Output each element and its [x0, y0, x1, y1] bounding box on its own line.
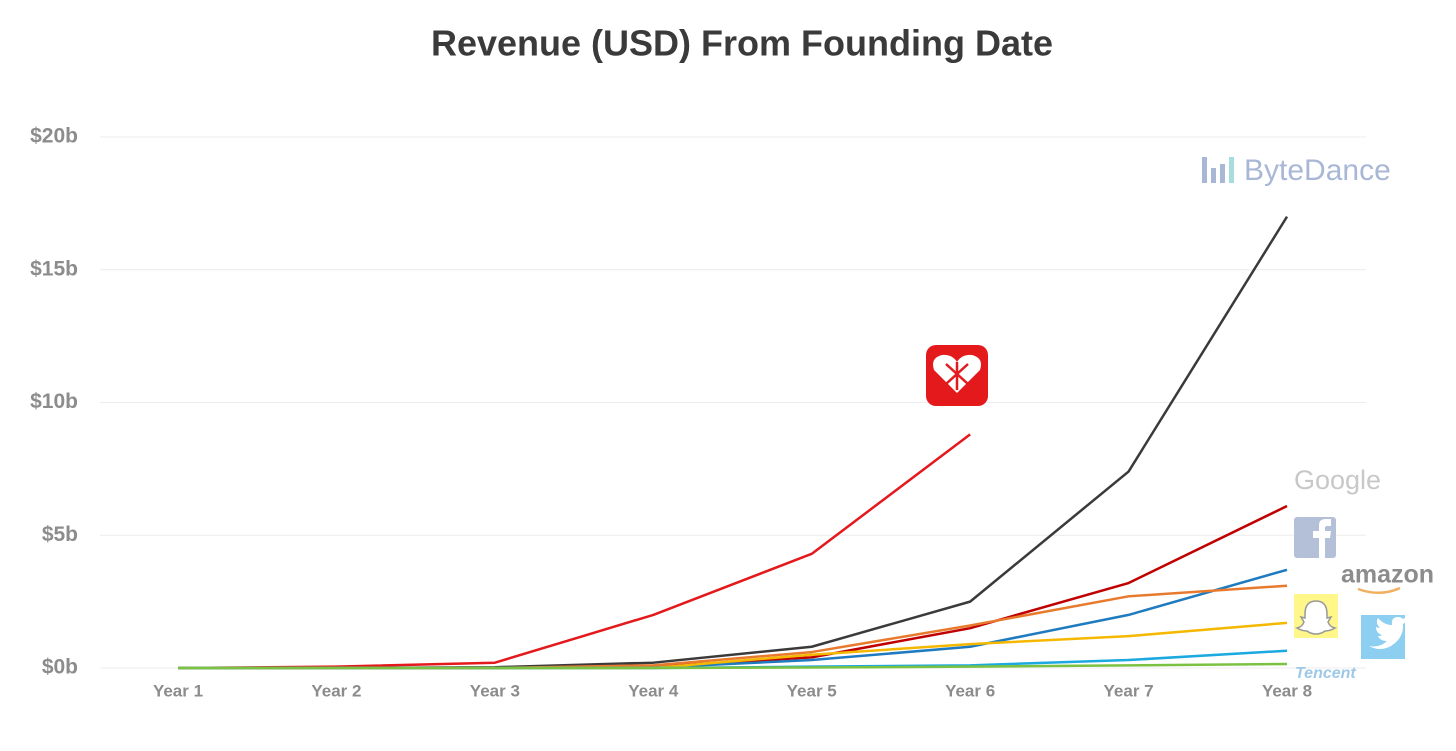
series-line [178, 215, 1289, 670]
x-tick-label: Year 2 [311, 681, 361, 700]
bytedance-icon [1202, 157, 1234, 183]
series-line [177, 433, 971, 670]
y-tick-label: $10b [30, 390, 78, 413]
series-label: Tencent [1295, 665, 1356, 682]
x-tick-label: Year 7 [1104, 681, 1154, 700]
x-tick-label: Year 8 [1262, 681, 1312, 700]
grid: $0b $5b $10b $15b $20b Year 1 Year 2 Year 3 Year… [30, 125, 1366, 700]
labels: ByteDance Google amazon Tencent [1244, 154, 1434, 682]
snapchat-icon [1294, 594, 1338, 638]
amazon-smile [1357, 586, 1401, 594]
x-tick-label: Year 3 [470, 681, 520, 700]
lines [177, 215, 1289, 670]
y-tick-label: $0b [42, 656, 78, 679]
x-tick-label: Year 4 [628, 681, 679, 700]
x-tick-label: Year 6 [945, 681, 995, 700]
facebook-icon [1294, 517, 1336, 558]
y-tick-label: $15b [30, 257, 78, 280]
pinduoduo-icon [926, 345, 988, 406]
chart-title: Revenue (USD) From Founding Date [431, 23, 1053, 64]
x-tick-label: Year 1 [153, 681, 203, 700]
x-tick-label: Year 5 [787, 681, 837, 700]
y-tick-label: $5b [42, 523, 78, 546]
series-line [178, 504, 1288, 670]
y-tick-label: $20b [30, 125, 78, 148]
series-line [178, 662, 1288, 670]
series-label: Google [1294, 465, 1381, 495]
series-label: ByteDance [1244, 154, 1391, 187]
twitter-icon [1361, 615, 1407, 659]
series-label: amazon [1341, 561, 1434, 589]
